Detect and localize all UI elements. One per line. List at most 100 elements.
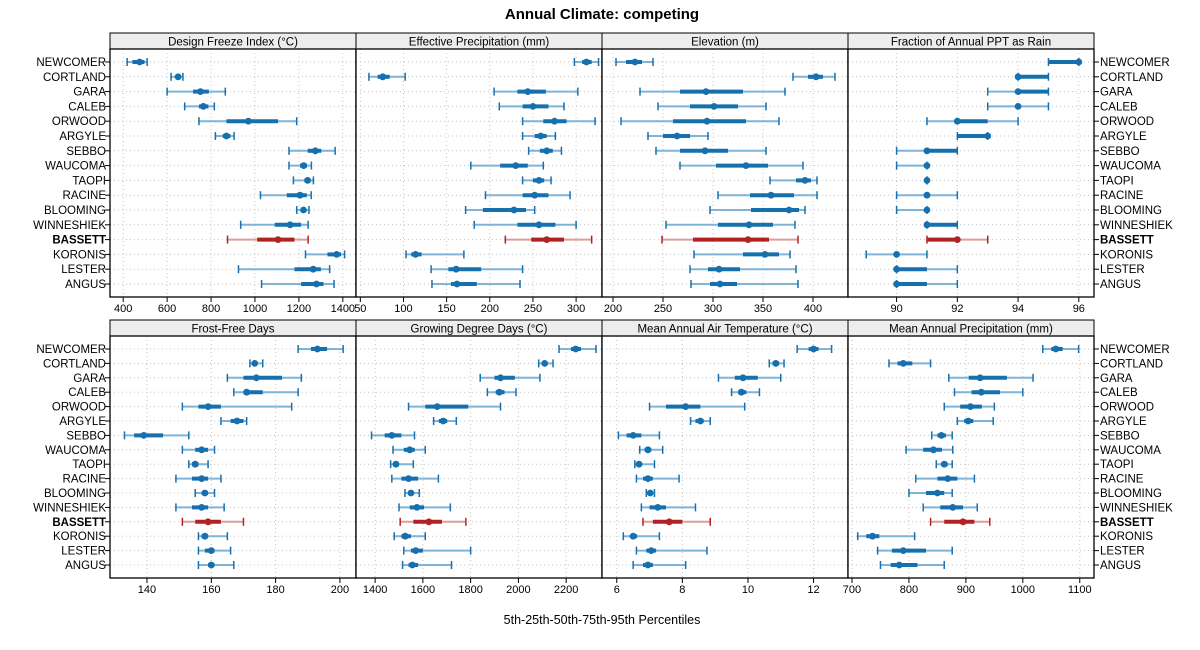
series-blooming — [645, 489, 656, 497]
median-dot — [286, 221, 294, 229]
median-dot — [742, 162, 750, 170]
series-caleb — [953, 388, 1024, 397]
row-label-right-winneshiek: WINNESHIEK — [1100, 502, 1173, 514]
median-dot — [201, 489, 209, 497]
median-dot — [629, 432, 637, 439]
median-dot — [812, 73, 820, 81]
row-label-left-bassett: BASSETT — [52, 517, 106, 529]
median-dot — [644, 561, 652, 569]
series-lester — [635, 546, 708, 555]
median-dot — [392, 460, 400, 468]
series-koronis — [622, 532, 661, 541]
series-caleb — [986, 102, 1050, 111]
series-angus — [893, 280, 959, 288]
series-newcomer — [796, 345, 833, 353]
panel-mean-annual-precipitation-mm: Mean Annual Precipitation (mm) 700 800 900 1… — [843, 319, 1095, 596]
median-dot — [682, 403, 690, 410]
series-winneshiek — [473, 220, 577, 229]
median-dot — [531, 191, 539, 199]
panel-plot-area — [848, 336, 1094, 578]
x-tick-label: 350 — [754, 303, 772, 315]
series-newcomer — [573, 58, 600, 66]
x-tick-label: 800 — [202, 303, 220, 315]
median-dot — [204, 518, 212, 526]
median-dot — [313, 280, 320, 288]
median-dot — [412, 547, 420, 554]
series-angus — [260, 280, 335, 288]
median-dot — [198, 504, 206, 511]
series-caleb — [183, 102, 216, 111]
x-tick-label: 250 — [654, 303, 672, 315]
median-dot — [379, 73, 387, 81]
median-dot — [654, 504, 662, 511]
series-racine — [391, 474, 440, 483]
series-sebbo — [930, 431, 953, 440]
median-dot — [274, 236, 282, 244]
median-dot — [702, 88, 710, 95]
series-winneshiek — [922, 503, 979, 512]
series-waucoma — [288, 161, 313, 170]
x-tick-label: 2200 — [554, 584, 578, 596]
series-gara — [166, 87, 227, 96]
series-racine — [895, 191, 959, 200]
median-dot — [869, 532, 876, 540]
x-tick-label: 6 — [614, 584, 620, 596]
series-newcomer — [1047, 58, 1083, 66]
median-dot — [977, 388, 985, 396]
median-dot — [296, 191, 304, 199]
series-orwood — [521, 117, 596, 126]
series-waucoma — [392, 445, 427, 454]
row-label-right-koronis: KORONIS — [1100, 531, 1153, 543]
median-dot — [452, 265, 460, 273]
row-label-right-angus: ANGUS — [1100, 560, 1141, 572]
median-dot — [1014, 103, 1022, 110]
median-dot — [644, 446, 652, 454]
series-argyle — [689, 417, 711, 425]
series-racine — [635, 474, 680, 483]
median-dot — [738, 388, 745, 396]
row-label-right-blooming: BLOOMING — [1100, 488, 1162, 500]
series-blooming — [295, 206, 310, 214]
row-label-right-cortland: CORTLAND — [1100, 72, 1163, 84]
row-label-left-koronis: KORONIS — [53, 249, 106, 261]
x-tick-label: 140 — [138, 584, 156, 596]
row-label-left-argyle: ARGYLE — [59, 131, 106, 143]
median-dot — [408, 561, 416, 569]
series-bassett — [661, 235, 799, 244]
median-dot — [923, 191, 931, 199]
series-argyle — [432, 417, 458, 425]
series-bassett — [181, 517, 245, 526]
x-tick-label: 1800 — [458, 584, 482, 596]
panel-title: Mean Annual Air Temperature (°C) — [637, 324, 812, 336]
median-dot — [311, 147, 319, 155]
panel-title: Growing Degree Days (°C) — [411, 324, 548, 336]
row-label-right-orwood: ORWOOD — [1100, 402, 1154, 414]
row-label-left-bassett: BASSETT — [52, 235, 106, 247]
series-koronis — [304, 250, 346, 259]
series-koronis — [856, 532, 916, 541]
median-dot — [401, 532, 409, 540]
series-orwood — [648, 402, 746, 411]
median-dot — [949, 504, 957, 511]
row-label-left-sebbo: SEBBO — [66, 430, 106, 442]
series-taopi — [769, 176, 818, 185]
median-dot — [413, 504, 421, 511]
median-dot — [204, 403, 212, 410]
median-dot — [715, 265, 723, 273]
median-dot — [934, 489, 941, 497]
x-tick-label: 150 — [437, 303, 455, 315]
row-label-right-winneshiek: WINNESHIEK — [1100, 220, 1173, 232]
median-dot — [1014, 88, 1022, 95]
median-dot — [673, 132, 681, 140]
median-dot — [541, 360, 549, 367]
median-dot — [304, 177, 312, 184]
series-angus — [431, 280, 521, 288]
median-dot — [923, 221, 931, 229]
median-dot — [300, 206, 307, 214]
median-dot — [940, 460, 948, 468]
series-sebbo — [123, 431, 190, 440]
median-dot — [251, 360, 259, 367]
row-label-left-angus: ANGUS — [65, 279, 106, 291]
panel-title: Design Freeze Index (°C) — [168, 37, 298, 49]
series-angus — [879, 561, 945, 569]
